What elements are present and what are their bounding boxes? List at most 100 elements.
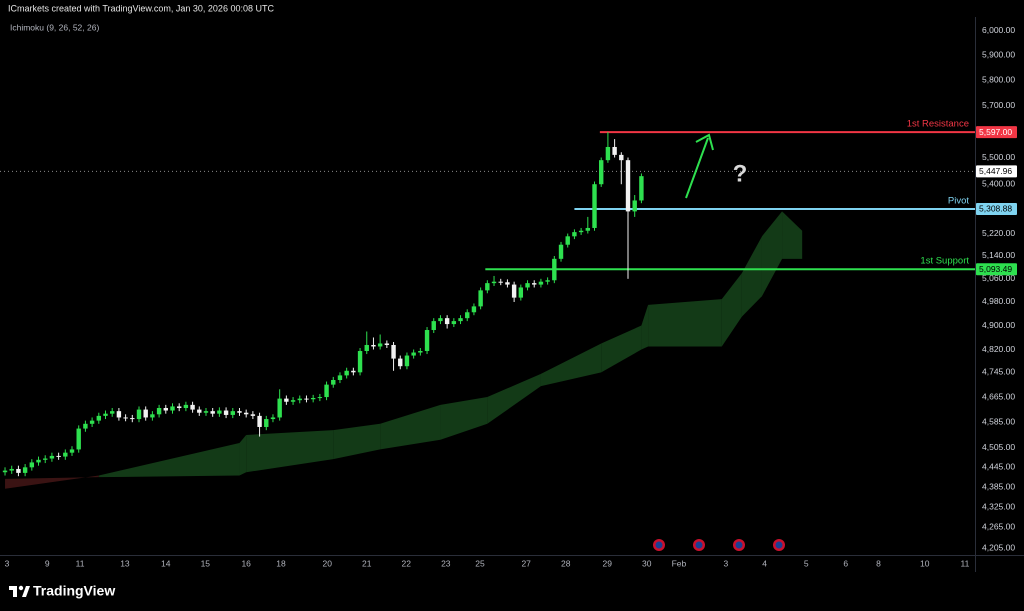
candle-body	[599, 160, 604, 185]
x-tick-label: 27	[521, 558, 531, 568]
cloud-segment	[487, 373, 541, 424]
x-tick-label: 21	[362, 558, 372, 568]
candle-body	[331, 380, 336, 385]
candle-body	[532, 283, 537, 285]
cloud-segment	[5, 475, 99, 489]
x-tick-label: 10	[920, 558, 930, 568]
y-tick-label: 4,745.00	[982, 367, 1015, 377]
candle-body	[170, 406, 175, 411]
candle-body	[485, 283, 490, 291]
candle-body	[317, 397, 323, 399]
candle-body	[150, 414, 155, 418]
cloud-segment	[761, 211, 783, 297]
cloud-segment	[333, 423, 381, 460]
candle-body	[518, 287, 524, 298]
candle-body	[351, 370, 356, 373]
x-tick-label: 8	[876, 558, 881, 568]
x-tick-label: 22	[402, 558, 412, 568]
level-price-label: 5,597.00	[979, 127, 1012, 137]
candle-body	[458, 318, 463, 322]
candle-body	[277, 398, 282, 418]
x-tick-label: 11	[76, 558, 85, 568]
candle-body	[116, 411, 122, 418]
candle-body	[136, 409, 142, 420]
candle-body	[290, 400, 296, 402]
x-tick-label: 5	[804, 558, 809, 568]
cloud-segment	[98, 442, 240, 478]
cloud-segment	[440, 397, 488, 440]
y-tick-label: 4,265.00	[982, 522, 1015, 532]
candle-body	[357, 351, 363, 373]
level-price-box	[976, 126, 1017, 139]
candle-body	[9, 468, 14, 471]
candle-body	[371, 344, 376, 347]
y-tick-label: 5,700.00	[982, 100, 1015, 110]
level-name: 1st Resistance	[907, 119, 969, 130]
candle-body	[498, 281, 503, 283]
candle-body	[237, 411, 242, 413]
x-tick-label: 15	[201, 558, 211, 568]
candle-body	[143, 409, 148, 418]
x-tick-label: 25	[475, 558, 485, 568]
y-tick-label: 4,585.00	[982, 416, 1015, 426]
y-tick-label: 5,900.00	[982, 50, 1015, 60]
candle-body	[505, 282, 510, 285]
logo-mark	[9, 585, 30, 597]
y-tick-label: 4,665.00	[982, 391, 1015, 401]
y-tick-label: 4,900.00	[982, 320, 1015, 330]
candle-body	[250, 414, 256, 416]
candle-body	[96, 415, 102, 421]
candle-body	[639, 176, 644, 201]
current-price-label: 5,447.96	[979, 166, 1012, 176]
event-flags	[653, 539, 785, 551]
candle-body	[404, 355, 410, 367]
arrow	[685, 133, 714, 199]
candle-body	[16, 468, 21, 473]
indicator-label: Ichimoku (9, 26, 52, 26)	[10, 22, 99, 32]
candle-body	[632, 200, 637, 212]
candle-body	[585, 227, 591, 231]
candle-body	[612, 146, 617, 155]
x-tick-label: 29	[603, 558, 613, 568]
current-price-box	[976, 165, 1017, 178]
x-tick-label: 20	[322, 558, 332, 568]
candle-body	[43, 458, 48, 460]
candle-body	[545, 280, 550, 282]
x-tick-label: 14	[161, 558, 171, 568]
candle-body	[103, 413, 108, 416]
y-tick-label: 5,400.00	[982, 178, 1015, 188]
x-tick-label: 23	[441, 558, 451, 568]
candle-body	[63, 452, 68, 457]
candle-body	[491, 281, 497, 284]
candle-body	[304, 398, 309, 400]
x-tick-label: 13	[120, 558, 130, 568]
candle-body	[572, 232, 577, 237]
candle-body	[89, 420, 95, 424]
candle-body	[130, 418, 135, 420]
candle-body	[36, 459, 41, 463]
candle-body	[223, 410, 229, 415]
y-tick-label: 5,220.00	[982, 228, 1015, 238]
candle-body	[270, 417, 276, 420]
header-bar	[0, 0, 1024, 17]
header-text: ICmarkets created with TradingView.com, …	[8, 3, 274, 13]
candle-body	[451, 321, 457, 325]
y-tick-label: 4,820.00	[982, 344, 1015, 354]
level-price-label: 5,308.88	[979, 204, 1012, 214]
level-price-box	[976, 202, 1017, 215]
y-tick-label: 4,980.00	[982, 296, 1015, 306]
y-tick-label: 6,000.00	[982, 25, 1015, 35]
candle-body	[344, 370, 349, 376]
candle-body	[210, 411, 215, 414]
cloud-segment	[540, 343, 602, 387]
candle-body	[123, 417, 128, 419]
level-price-label: 5,093.49	[979, 264, 1012, 274]
cloud-segment	[721, 273, 742, 347]
candle-body	[110, 411, 115, 414]
candle-body	[444, 318, 450, 325]
x-tick-label: 18	[276, 558, 286, 568]
candle-body	[163, 408, 168, 411]
plot-area	[0, 131, 975, 489]
y-tick-label: 5,140.00	[982, 250, 1015, 260]
